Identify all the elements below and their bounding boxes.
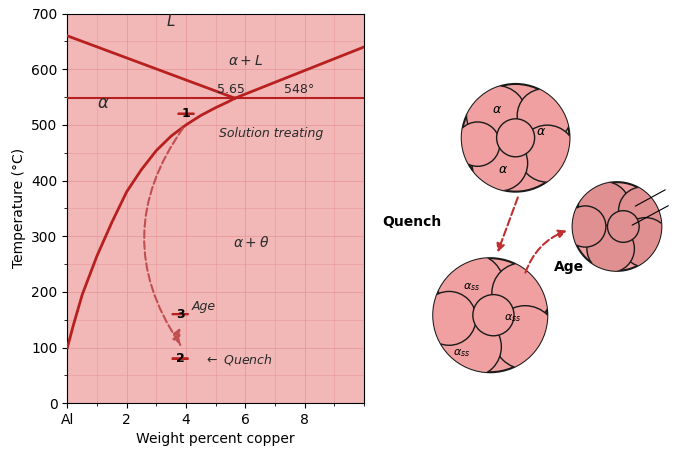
- Text: Age: Age: [553, 260, 584, 274]
- Circle shape: [621, 217, 670, 267]
- Circle shape: [517, 89, 571, 143]
- Circle shape: [619, 187, 666, 234]
- Circle shape: [565, 206, 606, 247]
- Text: Quench: Quench: [383, 216, 442, 230]
- Y-axis label: Temperature (°C): Temperature (°C): [11, 148, 26, 269]
- Text: Age: Age: [192, 300, 216, 313]
- Circle shape: [472, 135, 528, 191]
- Text: $\alpha$: $\alpha$: [498, 163, 508, 176]
- Text: $\alpha_{ss}$: $\alpha_{ss}$: [453, 347, 470, 359]
- Text: $\alpha + L$: $\alpha + L$: [228, 54, 263, 68]
- Circle shape: [462, 84, 570, 192]
- Circle shape: [607, 211, 639, 242]
- Text: Solution treating: Solution treating: [218, 127, 323, 140]
- Circle shape: [573, 182, 661, 271]
- Circle shape: [519, 125, 576, 182]
- Circle shape: [493, 306, 557, 369]
- Text: $\alpha_{ss}$: $\alpha_{ss}$: [462, 281, 480, 293]
- Text: $\alpha$: $\alpha$: [97, 94, 110, 112]
- Circle shape: [466, 86, 526, 146]
- Text: 2: 2: [176, 352, 185, 365]
- Circle shape: [492, 263, 552, 323]
- Circle shape: [473, 294, 514, 336]
- Circle shape: [587, 225, 634, 272]
- Text: $\alpha_{ss}$: $\alpha_{ss}$: [503, 313, 521, 324]
- Text: $\leftarrow$ Quench: $\leftarrow$ Quench: [204, 352, 272, 366]
- Text: $L$: $L$: [166, 13, 176, 29]
- Circle shape: [438, 253, 505, 320]
- Text: $\alpha + \theta$: $\alpha + \theta$: [233, 236, 270, 251]
- Text: 548°: 548°: [284, 82, 314, 96]
- Circle shape: [578, 182, 630, 233]
- Circle shape: [441, 317, 501, 377]
- Text: $\alpha$: $\alpha$: [491, 103, 501, 116]
- X-axis label: Weight percent copper: Weight percent copper: [136, 433, 295, 447]
- Circle shape: [456, 122, 500, 166]
- Text: $\alpha$: $\alpha$: [536, 125, 546, 138]
- Circle shape: [433, 258, 547, 372]
- Circle shape: [422, 291, 476, 345]
- Text: 3: 3: [176, 308, 185, 321]
- Text: 5.65: 5.65: [216, 82, 245, 96]
- Text: 1: 1: [182, 107, 190, 120]
- Circle shape: [497, 119, 534, 157]
